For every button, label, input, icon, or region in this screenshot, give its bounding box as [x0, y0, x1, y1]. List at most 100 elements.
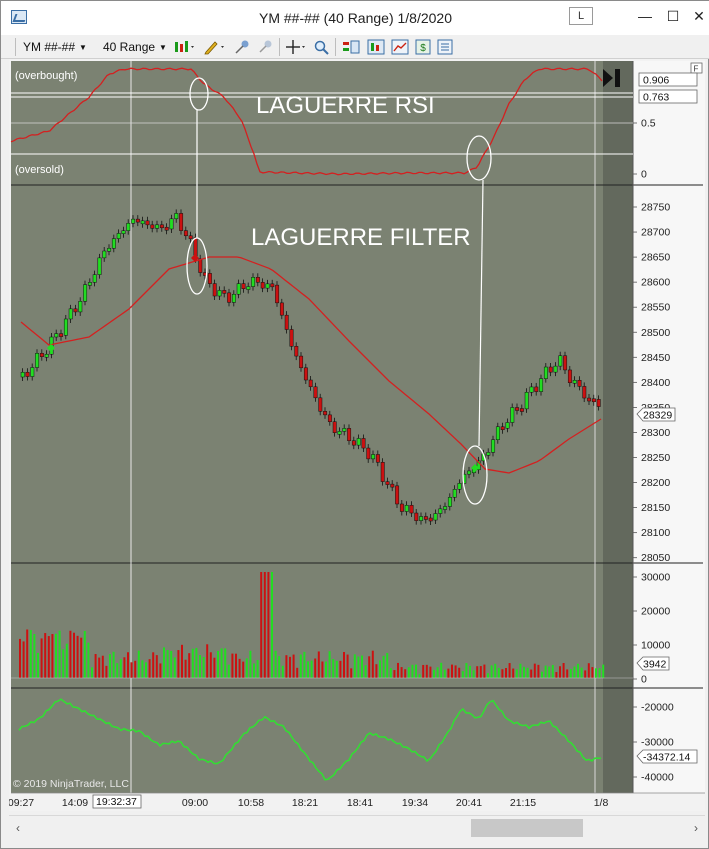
volume-bar	[541, 671, 543, 678]
price-axis-tick-label: 28150	[641, 502, 670, 514]
instrument-selector[interactable]: YM ##-## ▼	[23, 39, 87, 55]
volume-bar	[418, 674, 421, 678]
volume-value-tag: 3942	[643, 659, 667, 671]
candle-down	[303, 367, 308, 381]
scroll-right-arrow-icon[interactable]: ›	[694, 821, 698, 835]
candle-down	[332, 421, 337, 433]
indicators-icon[interactable]	[341, 39, 361, 55]
candle-down	[399, 503, 404, 512]
candle-down	[39, 353, 44, 357]
chart-style-icon[interactable]	[173, 39, 195, 55]
sell-signal-diamond	[191, 254, 199, 262]
chart-trader-icon[interactable]	[391, 39, 409, 55]
candle-up	[54, 333, 59, 338]
volume-bar	[512, 668, 515, 678]
volume-bar	[415, 664, 417, 678]
volume-bar	[80, 637, 83, 678]
candle-down	[294, 346, 299, 357]
volume-bar	[271, 572, 273, 678]
candle-down	[409, 505, 414, 514]
candle-down	[587, 397, 592, 402]
dollar-icon[interactable]: $	[415, 39, 431, 55]
buy-signal-diamond	[471, 464, 479, 472]
price-axis-area	[633, 61, 705, 793]
volume-bar	[299, 654, 302, 678]
candle-up	[433, 513, 438, 521]
volume-bar	[371, 650, 374, 678]
candle-down	[375, 454, 380, 463]
candle-up	[553, 365, 558, 373]
chart-area[interactable]: (overbought) (oversold) LAGUERRE RSI F L…	[9, 59, 705, 811]
candle-down	[548, 366, 553, 373]
candle-up	[543, 366, 548, 379]
candle-up	[20, 372, 25, 378]
oscillator-line	[18, 698, 602, 781]
chevron-down-icon: ▼	[159, 43, 167, 52]
interval-selector[interactable]: 40 Range ▼	[103, 39, 167, 55]
strategies-icon[interactable]	[367, 39, 385, 55]
candle-down	[366, 447, 371, 460]
time-axis-label: 14:09	[62, 797, 88, 809]
buy-signal-diamond	[47, 344, 55, 352]
volume-bar	[321, 661, 324, 678]
volume-bar	[368, 656, 371, 678]
signal-connector	[478, 179, 484, 447]
volume-bar	[537, 664, 540, 678]
laguerre-filter-annotation: LAGUERRE FILTER	[251, 224, 471, 251]
volume-bar	[353, 654, 356, 678]
crosshair-time-label: 19:32:37	[96, 796, 137, 808]
close-button[interactable]: ✕	[693, 8, 705, 24]
candle-up	[419, 516, 424, 521]
crosshair-icon[interactable]	[285, 39, 307, 55]
volume-bar	[533, 663, 536, 678]
candle-down	[318, 397, 323, 412]
candle-up	[505, 422, 510, 429]
osc-tag-group: -34372.14	[636, 749, 698, 764]
pencil-icon[interactable]	[203, 39, 225, 55]
scroll-left-arrow-icon[interactable]: ‹	[16, 821, 20, 835]
volume-bar	[314, 658, 317, 678]
volume-bar	[87, 642, 90, 678]
candle-up	[356, 438, 361, 446]
volume-bar	[148, 659, 151, 678]
candle-down	[179, 213, 184, 231]
candle-up	[572, 380, 577, 384]
volume-bar	[339, 660, 342, 678]
price-axis-tick-label: 28200	[641, 477, 670, 489]
candle-up	[486, 452, 491, 456]
candle-down	[596, 399, 601, 407]
volume-bar	[562, 662, 565, 678]
volume-bar	[184, 659, 187, 678]
zoom-icon[interactable]	[313, 39, 329, 55]
toolbar-separator	[335, 38, 336, 56]
scrollbar-thumb[interactable]	[471, 819, 583, 837]
pin-icon[interactable]	[233, 39, 253, 55]
maximize-button[interactable]: ☐	[666, 8, 680, 24]
title-bar[interactable]: YM ##-## (40 Range) 1/8/2020 L — ☐ ✕	[1, 1, 709, 35]
volume-bar	[44, 633, 47, 678]
volume-bar	[476, 666, 479, 678]
link-button[interactable]: L	[569, 7, 593, 25]
properties-icon[interactable]	[437, 39, 453, 55]
candle-down	[159, 224, 164, 229]
oscillator-value-tag: -34372.14	[643, 752, 690, 764]
last-price-tag: 28329	[643, 410, 672, 422]
volume-bar	[379, 660, 381, 678]
volume-bar	[587, 663, 590, 678]
candle-down	[327, 414, 332, 422]
unpin-icon[interactable]	[257, 39, 275, 55]
volume-bar	[400, 667, 403, 678]
oscillator-axis-tick-label: -20000	[641, 702, 674, 714]
volume-bar	[497, 667, 500, 678]
chart-canvas[interactable]: (overbought) (oversold) LAGUERRE RSI F L…	[9, 59, 705, 811]
volume-bar	[260, 572, 263, 678]
rsi-value-tag-2: 0.763	[638, 89, 698, 104]
candle-down	[150, 224, 155, 229]
horizontal-scrollbar[interactable]: ‹ ›	[9, 815, 705, 839]
volume-bar	[242, 661, 245, 678]
candle-up	[476, 460, 481, 471]
scroll-to-end-icon[interactable]	[603, 69, 613, 87]
candle-down	[255, 277, 260, 283]
minimize-button[interactable]: —	[638, 8, 652, 24]
volume-bar	[285, 655, 288, 678]
